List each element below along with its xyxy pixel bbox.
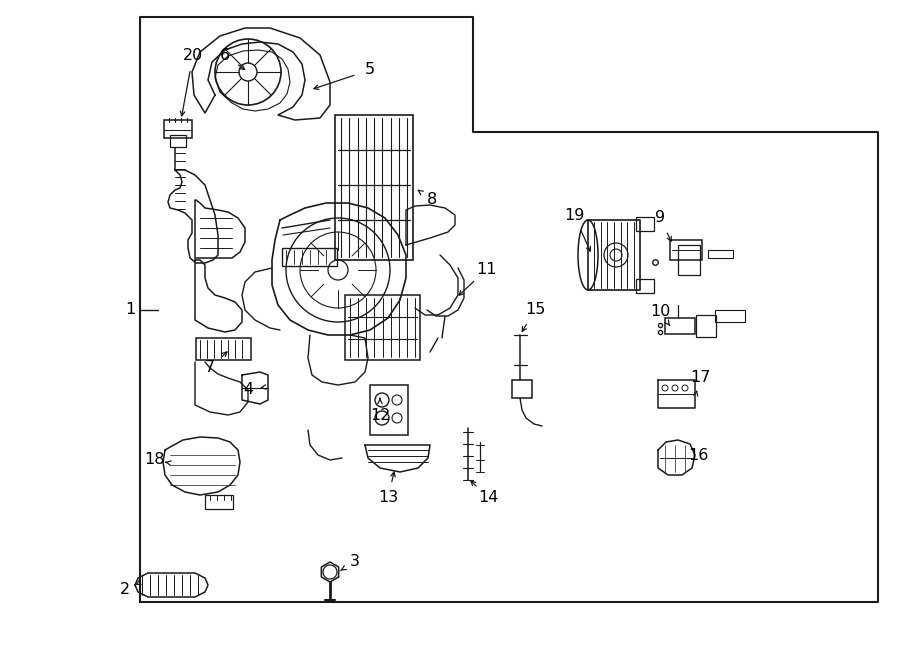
Bar xyxy=(678,245,700,275)
Text: 20: 20 xyxy=(183,48,203,63)
Text: 11: 11 xyxy=(476,262,496,278)
Bar xyxy=(670,240,702,260)
Bar xyxy=(164,120,192,138)
Text: 6: 6 xyxy=(220,48,230,63)
Text: 19: 19 xyxy=(563,208,584,223)
Text: 13: 13 xyxy=(378,490,398,506)
Bar xyxy=(512,380,532,398)
Text: 1: 1 xyxy=(125,303,135,317)
Bar xyxy=(196,338,251,360)
Bar xyxy=(335,115,413,260)
Bar xyxy=(170,135,186,147)
Text: 10: 10 xyxy=(650,305,670,319)
Bar xyxy=(282,248,337,266)
Bar xyxy=(345,295,420,360)
Text: 16: 16 xyxy=(688,447,708,463)
Bar xyxy=(205,495,233,509)
Text: 7: 7 xyxy=(205,360,215,375)
Text: 17: 17 xyxy=(689,371,710,385)
Text: 8: 8 xyxy=(427,192,437,208)
Text: 4: 4 xyxy=(243,383,253,397)
Text: 12: 12 xyxy=(370,407,391,422)
Bar xyxy=(370,385,408,435)
Bar xyxy=(708,250,733,258)
Bar xyxy=(636,217,654,231)
Bar xyxy=(665,318,695,334)
Bar xyxy=(636,279,654,293)
Text: 15: 15 xyxy=(525,303,545,317)
Text: 2: 2 xyxy=(120,582,130,598)
Text: 3: 3 xyxy=(350,555,360,570)
Bar xyxy=(696,315,716,337)
Text: 14: 14 xyxy=(478,490,499,506)
Text: 5: 5 xyxy=(364,63,375,77)
Text: 9: 9 xyxy=(655,210,665,225)
Bar xyxy=(715,310,745,322)
Text: 18: 18 xyxy=(145,453,166,467)
